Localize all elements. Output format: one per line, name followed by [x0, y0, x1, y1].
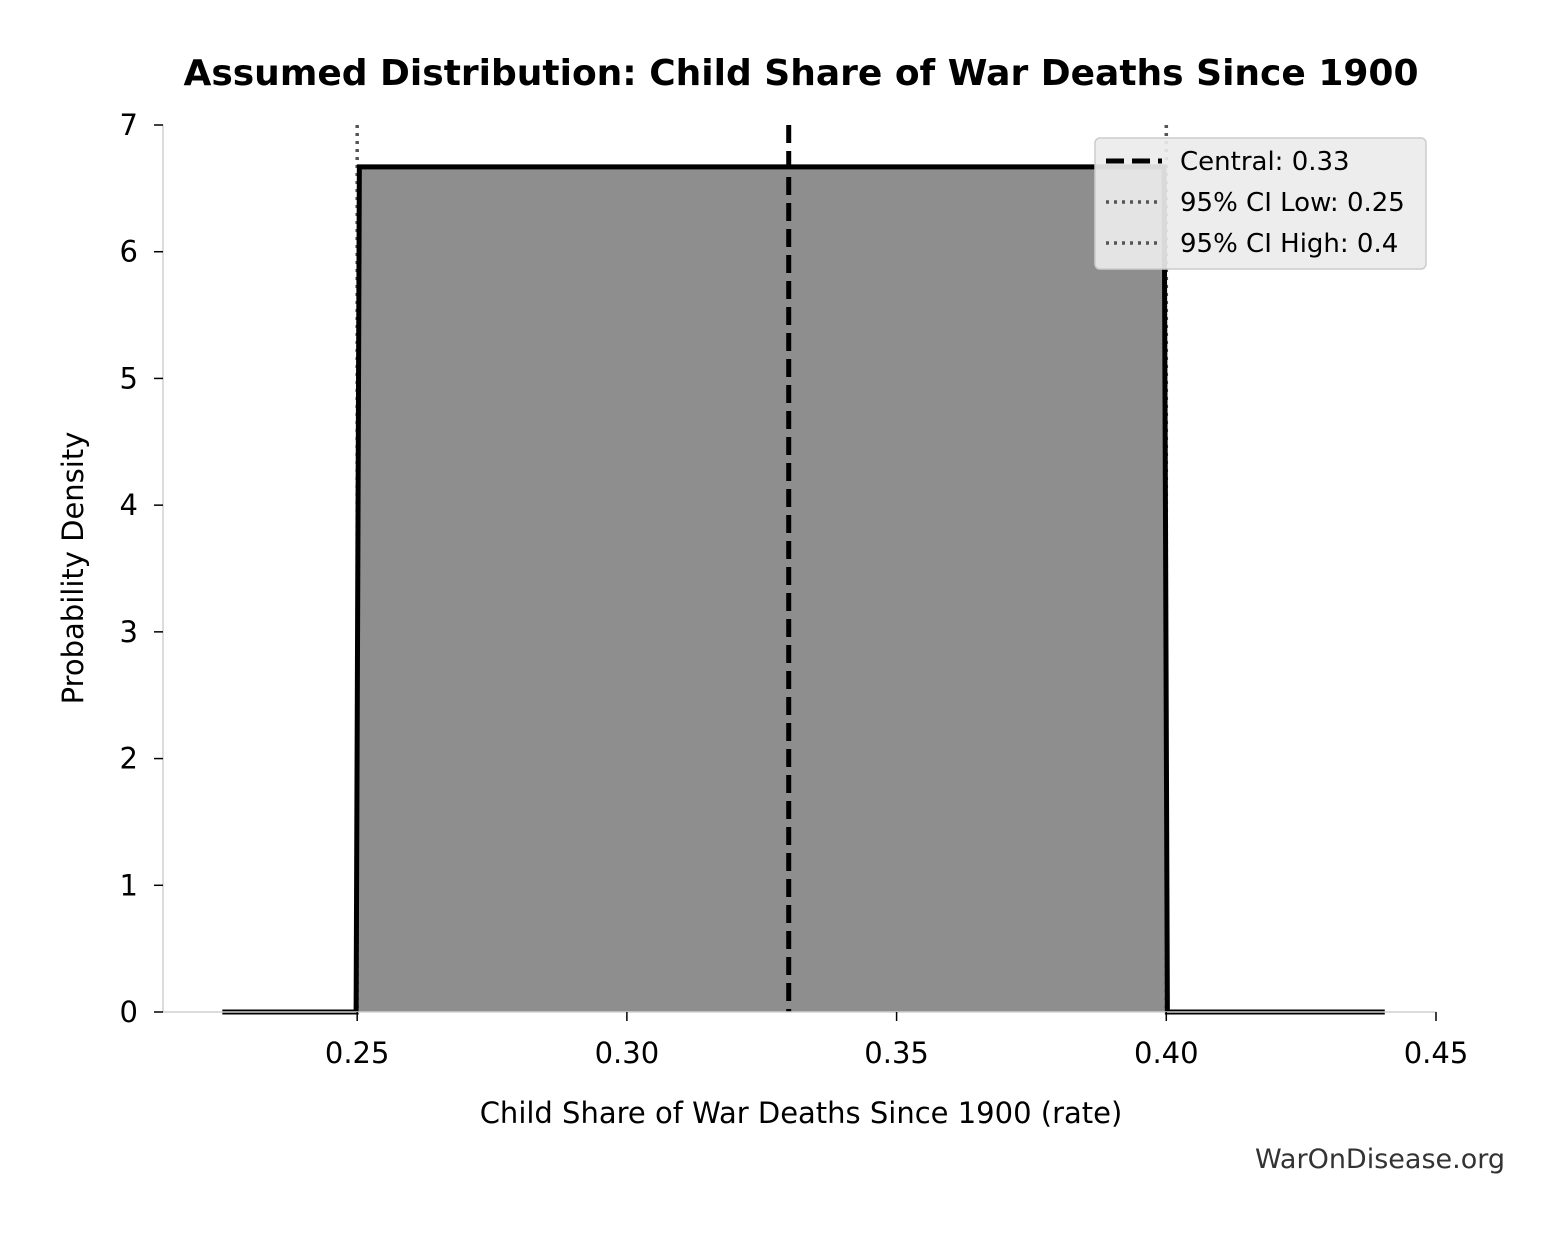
x-tick-label: 0.35: [864, 1036, 929, 1070]
x-tick-label: 0.25: [325, 1036, 390, 1070]
x-ticks: 0.25 0.30 0.35 0.40 0.45: [325, 1012, 1468, 1070]
legend-box: [1094, 137, 1427, 270]
y-tick-label: 7: [120, 108, 138, 142]
legend-label-0: Central: 0.33: [1180, 147, 1350, 177]
y-tick-label: 6: [120, 235, 138, 269]
legend: Central: 0.33 95% CI Low: 0.25 95% CI High…: [1094, 137, 1427, 270]
y-tick-label: 3: [120, 615, 138, 649]
y-tick-label: 2: [120, 742, 138, 776]
density-area: [222, 166, 1385, 1012]
y-tick-label: 0: [120, 995, 138, 1029]
axes: 0.25 0.30 0.35 0.40 0.45 0 1 2 3 4 5 6 7: [120, 108, 1469, 1070]
legend-label-1: 95% CI Low: 0.25: [1180, 188, 1405, 218]
reference-lines: [355, 125, 1169, 1012]
x-tick-label: 0.40: [1134, 1036, 1199, 1070]
watermark: WarOnDisease.org: [1255, 1144, 1505, 1175]
x-tick-label: 0.45: [1404, 1036, 1469, 1070]
x-axis-label: Child Share of War Deaths Since 1900 (ra…: [480, 1096, 1123, 1130]
y-tick-label: 1: [120, 868, 138, 902]
chart-title: Assumed Distribution: Child Share of War…: [183, 53, 1418, 94]
y-axis-label: Probability Density: [56, 432, 90, 705]
y-ticks: 0 1 2 3 4 5 6 7: [120, 108, 163, 1029]
y-tick-label: 4: [120, 488, 138, 522]
legend-label-2: 95% CI High: 0.4: [1180, 229, 1398, 259]
y-tick-label: 5: [120, 361, 138, 395]
x-tick-label: 0.30: [595, 1036, 660, 1070]
